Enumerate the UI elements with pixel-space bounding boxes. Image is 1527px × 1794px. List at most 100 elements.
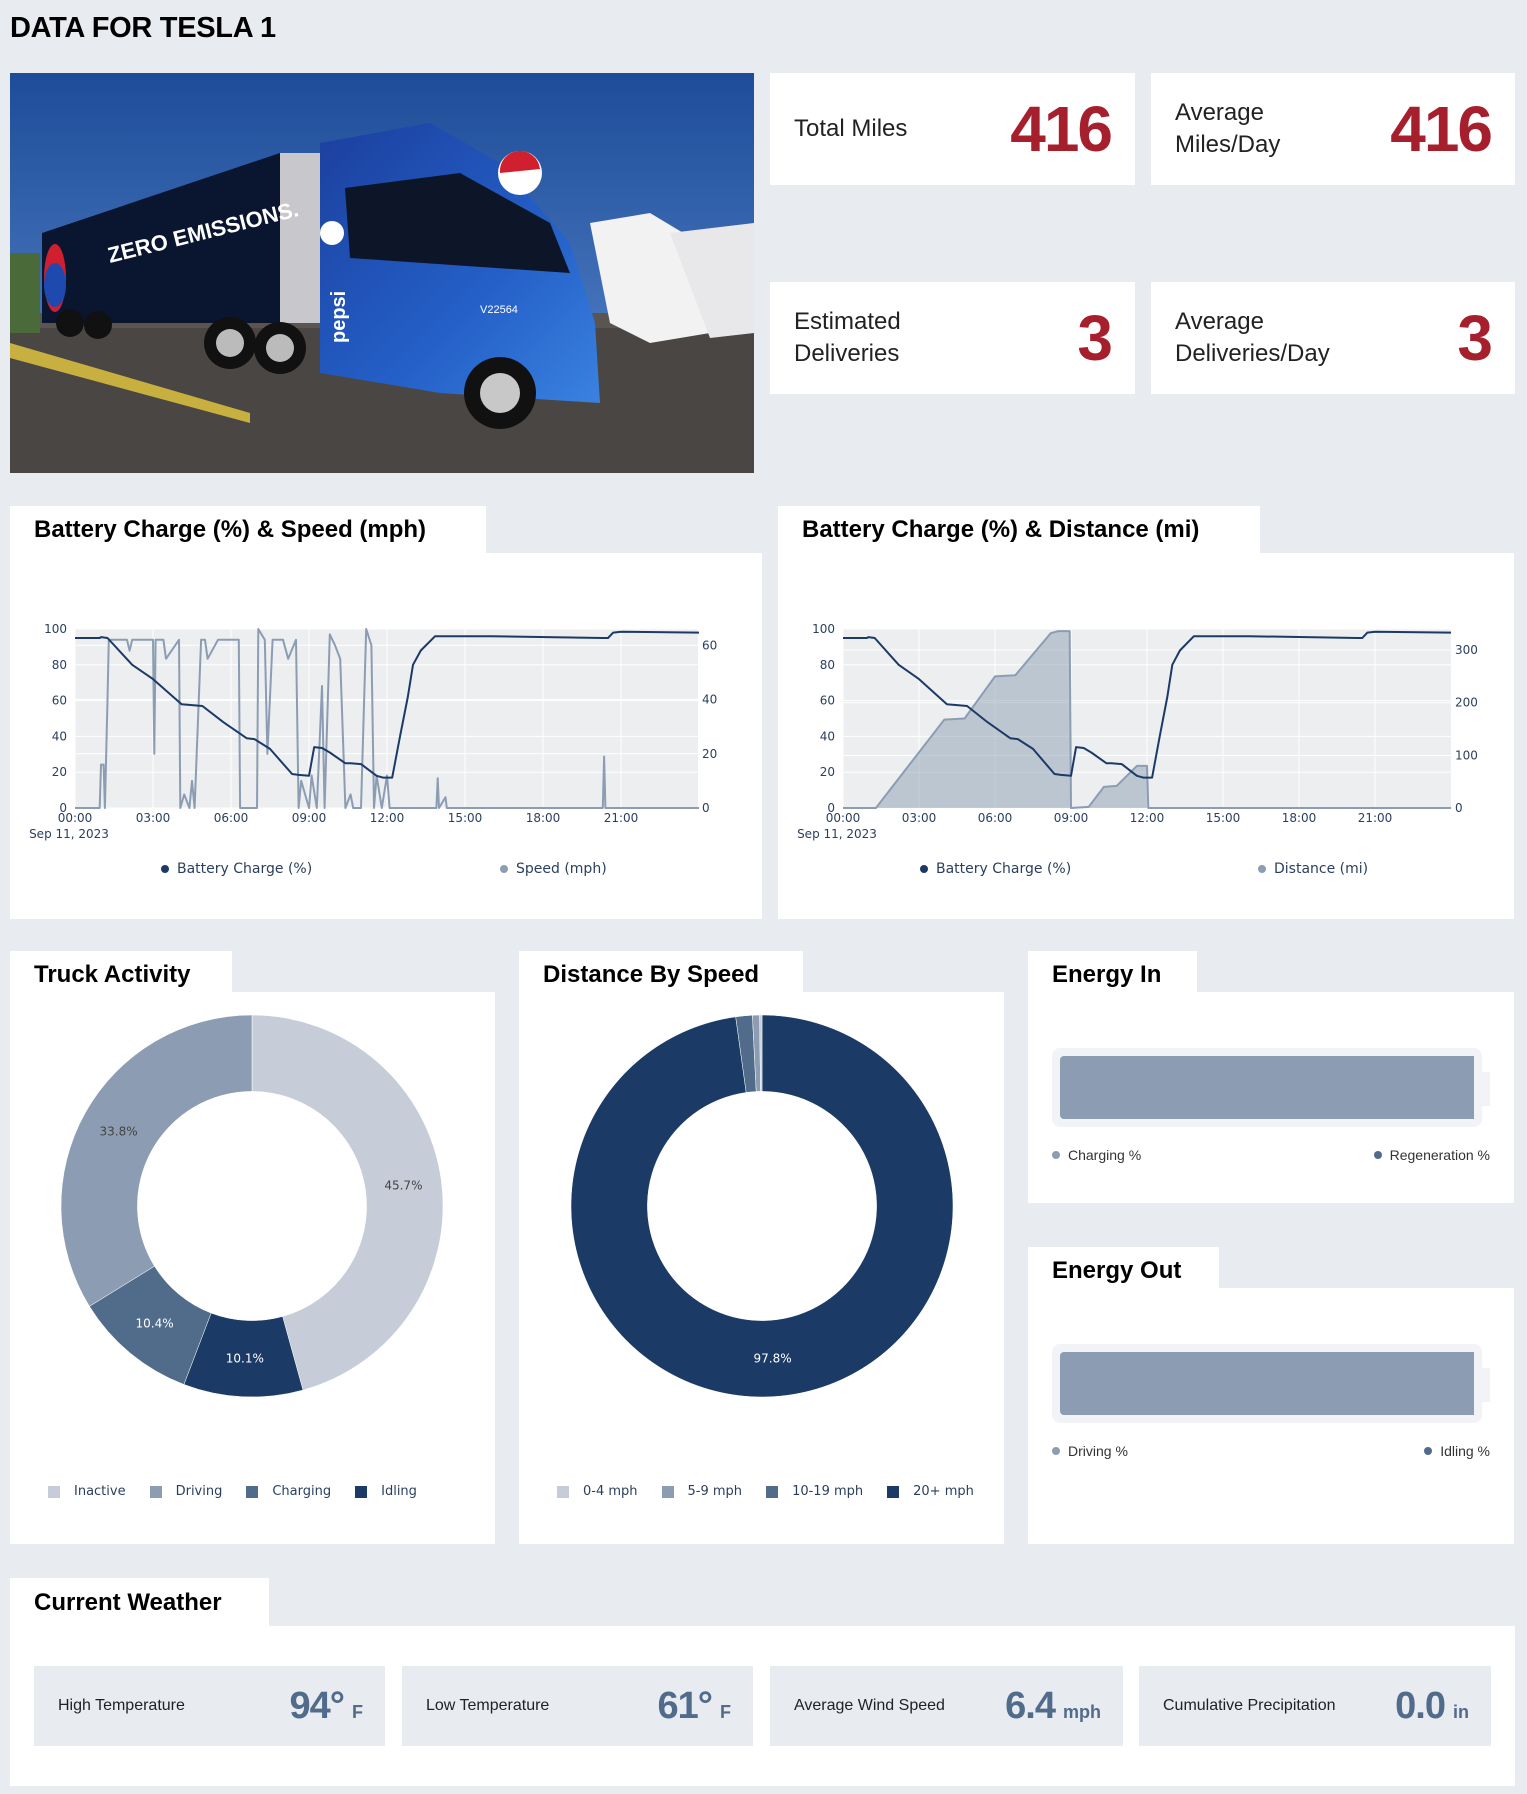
svg-text:45.7%: 45.7%	[384, 1178, 422, 1192]
stat-card-total-miles: Total Miles 416	[770, 73, 1135, 185]
legend-item-10-19-mph[interactable]: 10-19 mph	[766, 1484, 863, 1499]
series-battery-charge-	[843, 630, 1452, 779]
svg-text:200: 200	[1455, 696, 1478, 710]
energy-out-fill-bar	[1060, 1352, 1474, 1415]
svg-text:20: 20	[702, 747, 717, 761]
legend-swatch-icon	[766, 1485, 779, 1498]
legend-dot-icon	[1052, 1447, 1060, 1455]
distance-by-speed-legend: 0-4 mph 5-9 mph 10-19 mph 20+ mph	[557, 1484, 998, 1499]
plot-area[interactable]	[842, 628, 1452, 809]
legend-item-0-4-mph[interactable]: 0-4 mph	[557, 1484, 638, 1499]
svg-text:03:00: 03:00	[136, 811, 171, 825]
legend-swatch-icon	[355, 1485, 368, 1498]
svg-text:15:00: 15:00	[1206, 811, 1241, 825]
truck-photo: ZERO EMISSIONS. pepsi V22564	[10, 73, 754, 473]
legend-item-driving[interactable]: Driving	[149, 1484, 223, 1499]
slice-0-4-mph[interactable]	[759, 1014, 763, 1092]
svg-text:12:00: 12:00	[1130, 811, 1165, 825]
truck-activity-donut[interactable]: 45.7% 10.1% 10.4% 33.8%	[0, 0, 1527, 1560]
legend-item-20-plus-mph[interactable]: 20+ mph	[887, 1484, 974, 1499]
weather-label: High Temperature	[58, 1697, 185, 1714]
weather-label: Average Wind Speed	[794, 1697, 945, 1714]
legend-item-5-9-mph[interactable]: 5-9 mph	[661, 1484, 742, 1499]
weather-card-low-temperature: Low Temperature 61° F	[402, 1666, 753, 1746]
legend-label: Battery Charge (%)	[936, 861, 1072, 877]
legend-item-driving-pct: Driving %	[1052, 1443, 1128, 1459]
legend-item-regeneration-pct: Regeneration %	[1373, 1147, 1490, 1163]
svg-text:09:00: 09:00	[1054, 811, 1089, 825]
slice-20-mph[interactable]	[570, 1014, 954, 1398]
legend-label: Idling %	[1440, 1443, 1490, 1459]
weather-number: 0.0	[1395, 1684, 1446, 1727]
stat-label: Total Miles	[794, 115, 908, 142]
legend-label: Driving	[175, 1484, 223, 1499]
legend-label: 10-19 mph	[792, 1484, 864, 1499]
stat-value: 3	[1457, 302, 1493, 374]
plot-area[interactable]	[74, 628, 700, 809]
energy-in-panel: Charging % Regeneration %	[1028, 992, 1514, 1203]
legend-dot-icon	[1052, 1151, 1060, 1159]
legend-dot-icon	[920, 865, 928, 873]
energy-in-fill-bar	[1060, 1056, 1474, 1119]
legend-item-idling[interactable]: Idling	[355, 1484, 417, 1499]
battery-nub-icon	[1482, 1368, 1490, 1402]
legend-swatch-icon	[887, 1485, 900, 1498]
legend-item-inactive[interactable]: Inactive	[48, 1484, 126, 1499]
distance-by-speed-donut[interactable]: 97.8%	[0, 0, 1527, 1560]
legend-item-idling-pct: Idling %	[1424, 1443, 1490, 1459]
legend-label: Speed (mph)	[516, 861, 607, 877]
svg-text:40: 40	[820, 729, 835, 743]
weather-card-average-wind-speed: Average Wind Speed 6.4 mph	[770, 1666, 1123, 1746]
svg-text:100: 100	[812, 622, 835, 636]
stat-value: 3	[1077, 302, 1113, 374]
legend-dot-icon	[161, 865, 169, 873]
weather-number: 6.4	[1005, 1684, 1056, 1727]
svg-text:15:00: 15:00	[448, 811, 483, 825]
weather-unit: in	[1453, 1701, 1469, 1722]
svg-text:60: 60	[702, 638, 717, 652]
svg-text:100: 100	[44, 622, 67, 636]
battery-nub-icon	[1482, 1072, 1490, 1106]
svg-text:21:00: 21:00	[604, 811, 639, 825]
svg-text:03:00: 03:00	[902, 811, 937, 825]
legend-item-battery-charge-2[interactable]: Battery Charge (%)	[920, 861, 1071, 877]
legend-item-charging[interactable]: Charging	[246, 1484, 331, 1499]
legend-item-distance[interactable]: Distance (mi)	[1258, 861, 1368, 877]
legend-label: Driving %	[1068, 1443, 1128, 1459]
slice-driving[interactable]	[60, 1014, 253, 1307]
svg-text:0: 0	[702, 801, 710, 815]
weather-unit: F	[720, 1701, 731, 1722]
weather-value: 6.4 mph	[1005, 1685, 1101, 1728]
svg-text:60: 60	[52, 694, 67, 708]
weather-value: 0.0 in	[1395, 1685, 1469, 1728]
svg-text:06:00: 06:00	[214, 811, 249, 825]
svg-text:06:00: 06:00	[978, 811, 1013, 825]
slice-inactive[interactable]	[251, 1014, 444, 1391]
legend-item-battery-charge[interactable]: Battery Charge (%)	[161, 861, 312, 877]
panel-title-truck-activity: Truck Activity	[10, 951, 232, 999]
svg-text:100: 100	[1455, 748, 1478, 762]
panel-title-battery-speed: Battery Charge (%) & Speed (mph)	[10, 506, 486, 554]
svg-text:00:00: 00:00	[826, 811, 861, 825]
legend-swatch-icon	[246, 1485, 259, 1498]
stat-label: Average Miles/Day	[1175, 99, 1281, 158]
panel-title-energy-in: Energy In	[1028, 951, 1197, 999]
stat-card-average-deliveries-day: Average Deliveries/Day 3	[1151, 282, 1515, 394]
svg-text:10.4%: 10.4%	[136, 1317, 174, 1331]
panel-title-current-weather: Current Weather	[10, 1578, 269, 1627]
stat-value: 416	[1390, 93, 1493, 165]
legend-item-speed[interactable]: Speed (mph)	[500, 861, 607, 877]
svg-text:300: 300	[1455, 643, 1478, 657]
battery-speed-chart[interactable]: 0 20 40 60 80 100 0 20 40 60 00:00 03:00 06:00 09:00 1…	[0, 0, 1527, 930]
legend-label: Charging %	[1068, 1147, 1142, 1163]
energy-in-battery	[1052, 1048, 1482, 1127]
svg-text:20: 20	[52, 765, 67, 779]
svg-text:40: 40	[702, 693, 717, 707]
svg-text:Sep 11, 2023: Sep 11, 2023	[29, 827, 109, 841]
stat-label: Average Deliveries/Day	[1175, 308, 1330, 367]
stat-card-estimated-deliveries: Estimated Deliveries 3	[770, 282, 1135, 394]
weather-number: 61°	[657, 1684, 713, 1727]
legend-swatch-icon	[661, 1485, 674, 1498]
series-speed-mph-	[75, 628, 699, 809]
